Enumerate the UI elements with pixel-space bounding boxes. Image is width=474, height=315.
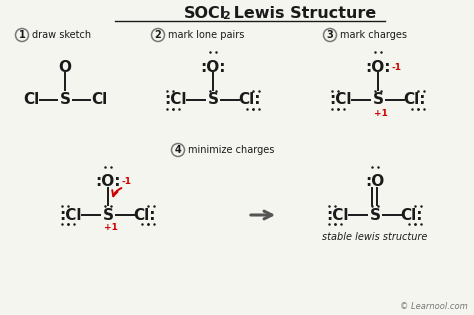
Text: :Cl: :Cl bbox=[165, 93, 187, 107]
Text: :O:: :O: bbox=[365, 60, 391, 75]
Text: O: O bbox=[58, 60, 72, 75]
Text: S: S bbox=[370, 208, 381, 222]
Text: © Learnool.com: © Learnool.com bbox=[400, 302, 468, 311]
Text: -1: -1 bbox=[392, 62, 402, 72]
Text: Cl:: Cl: bbox=[401, 208, 423, 222]
Text: mark lone pairs: mark lone pairs bbox=[168, 30, 245, 40]
Text: :Cl: :Cl bbox=[60, 208, 82, 222]
Text: Cl: Cl bbox=[23, 93, 39, 107]
Text: Lewis Structure: Lewis Structure bbox=[228, 5, 376, 20]
Text: 1: 1 bbox=[18, 30, 26, 40]
Text: 2: 2 bbox=[222, 11, 230, 21]
Text: Cl:: Cl: bbox=[134, 208, 156, 222]
Text: 4: 4 bbox=[174, 145, 182, 155]
Text: Cl: Cl bbox=[91, 93, 107, 107]
Text: mark charges: mark charges bbox=[340, 30, 407, 40]
Text: :Cl: :Cl bbox=[330, 93, 352, 107]
Text: +1: +1 bbox=[104, 224, 118, 232]
Text: stable lewis structure: stable lewis structure bbox=[322, 232, 428, 242]
Text: SOCl: SOCl bbox=[184, 5, 226, 20]
Text: draw sketch: draw sketch bbox=[32, 30, 91, 40]
Text: :O: :O bbox=[365, 175, 384, 190]
Text: :O:: :O: bbox=[95, 175, 121, 190]
Text: Cl:: Cl: bbox=[404, 93, 426, 107]
Text: +1: +1 bbox=[374, 108, 388, 117]
Text: Cl:: Cl: bbox=[239, 93, 261, 107]
Text: S: S bbox=[208, 93, 219, 107]
Text: :O:: :O: bbox=[200, 60, 226, 75]
Text: -1: -1 bbox=[122, 177, 132, 186]
Text: S: S bbox=[102, 208, 113, 222]
Text: minimize charges: minimize charges bbox=[188, 145, 274, 155]
Text: S: S bbox=[373, 93, 383, 107]
Text: 2: 2 bbox=[155, 30, 161, 40]
Text: :Cl: :Cl bbox=[327, 208, 349, 222]
Text: S: S bbox=[60, 93, 71, 107]
Text: 3: 3 bbox=[327, 30, 333, 40]
